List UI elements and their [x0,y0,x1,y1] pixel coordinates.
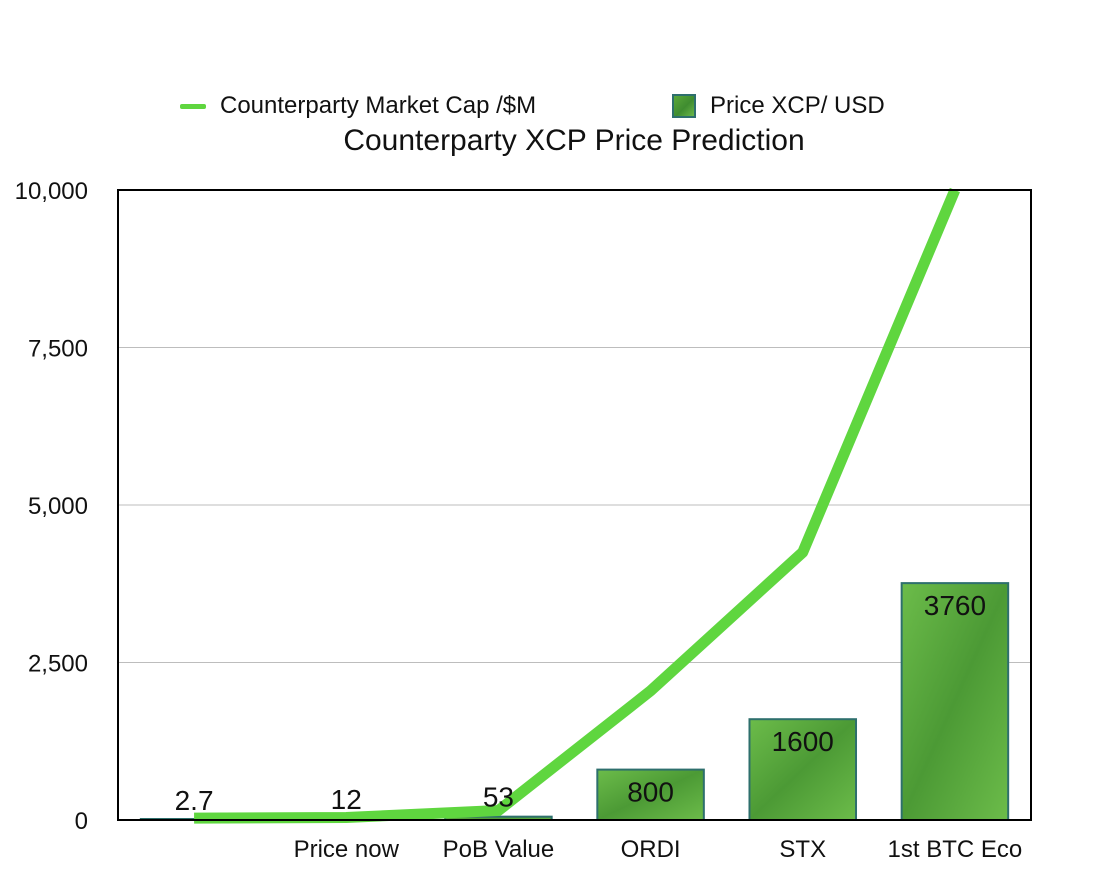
legend-label-market-cap: Counterparty Market Cap /$M [220,92,537,119]
y-tick-label: 10,000 [15,178,88,205]
legend-label-price: Price XCP/ USD [710,92,885,119]
y-tick-label: 7,500 [28,336,88,363]
legend-line-swatch [180,103,206,109]
line-series [194,187,960,824]
market-cap-line [194,187,960,824]
chart-title: Counterparty XCP Price Prediction [343,124,805,157]
y-tick-label: 2,500 [28,651,88,678]
y-tick-label: 0 [75,808,88,835]
legend-item-market-cap: Counterparty Market Cap /$M [180,92,536,120]
grid-lines [118,347,1031,663]
bar-value-label: 2.7 [175,785,214,816]
bar-value-label: 12 [331,784,362,815]
legend-item-price: Price XCP/ USD [672,92,885,120]
data-labels: 2.7 12 53 800 1600 3760 [175,590,986,816]
x-tick-label: 1st BTC Eco [888,836,1023,863]
bar-value-label: 1600 [772,726,834,757]
y-tick-label: 5,000 [28,493,88,520]
x-tick-label: PoB Value [443,836,555,863]
bar-value-label: 3760 [924,590,986,621]
x-tick-label: Price now [294,836,400,863]
x-tick-label: STX [779,836,826,863]
x-tick-label: ORDI [621,836,681,863]
plot-frame [117,189,1032,821]
bar [596,768,705,821]
legend-bar-swatch [672,94,696,118]
bar [900,582,1010,821]
axes: 0 2,500 5,000 7,500 10,000 Price now PoB Value… [15,178,1032,863]
bar-value-label: 53 [483,782,514,813]
bar-value-label: 800 [627,777,674,808]
bar-series [139,582,1010,822]
